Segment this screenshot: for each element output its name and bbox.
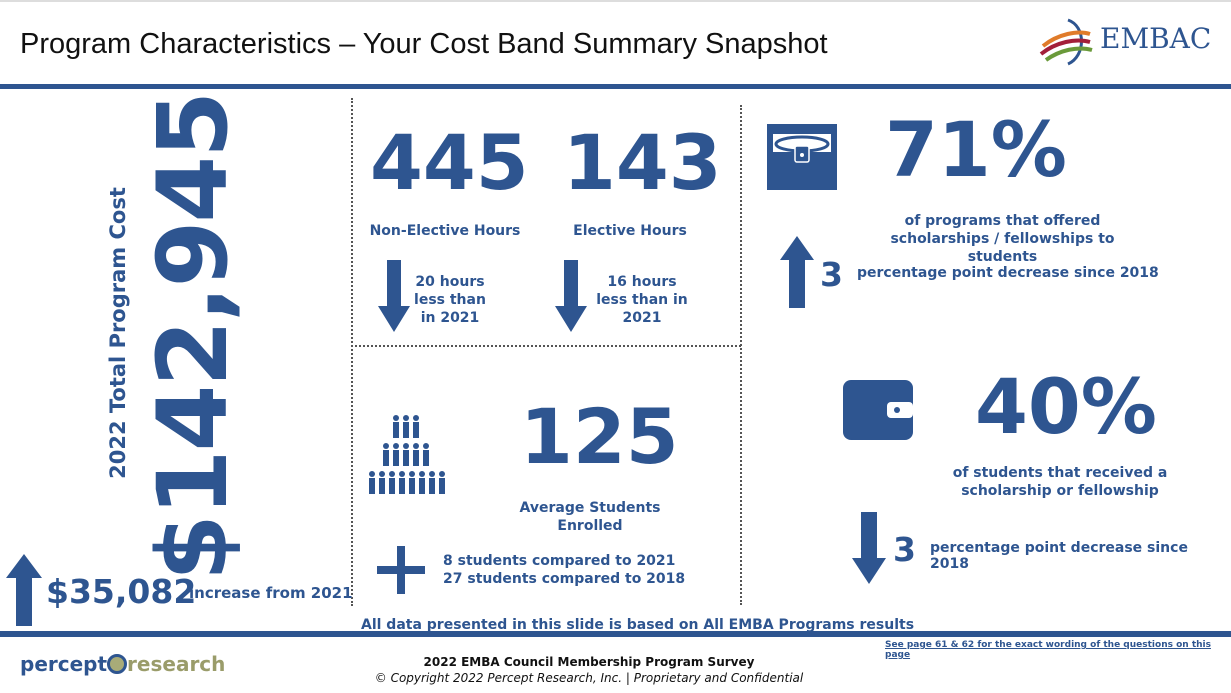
arrow-down-icon [555,260,587,332]
students-change-2021: 8 students compared to 2021 [443,553,676,569]
embac-logo-text: EMBAC [1100,22,1212,55]
copyright: © Copyright 2022 Percept Research, Inc. … [374,671,804,685]
questions-wording-link[interactable]: See page 61 & 62 for the exact wording o… [885,640,1211,660]
people-pyramid-icon [369,415,445,494]
embac-logo: EMBAC [1038,16,1213,66]
plus-icon [377,546,425,594]
total-cost-value: $142,945 [137,92,249,582]
non-elective-hours-value: 445 [370,118,529,207]
elective-hours-value: 143 [563,118,722,207]
logo-circle-icon [107,654,128,674]
elective-hours-change: 16 hours less than in 2021 [596,274,688,326]
non-elective-hours-label: Non-Elective Hours [369,223,521,239]
scholarship-programs-value: 71% [885,105,1067,194]
percept-research-logo: percept research [20,652,225,676]
scholarship-students-change-text: percentage point decrease since 2018 [930,540,1188,572]
arrow-down-icon [378,260,410,332]
students-value: 125 [520,392,679,481]
scholarship-programs-change-value: 3 [820,255,843,294]
data-note: All data presented in this slide is base… [361,617,915,633]
survey-title: 2022 EMBA Council Membership Program Sur… [423,655,755,669]
treasure-chest-icon [767,124,837,190]
arrow-down-icon [852,512,886,584]
arrow-up-icon [6,554,42,626]
embac-swoosh-icon [1039,18,1093,66]
header [0,0,1231,84]
elective-hours-label: Elective Hours [573,223,687,239]
arrow-up-icon [780,236,814,308]
total-cost-label: 2022 Total Program Cost [106,187,130,479]
scholarship-programs-change-text: percentage point decrease since 2018 [857,265,1159,281]
logo-text-percept: percept [20,652,108,676]
students-change-2018: 27 students compared to 2018 [443,571,686,587]
header-rule [0,84,1231,89]
scholarship-students-label: of students that received a scholarship … [952,465,1168,499]
scholarship-students-change-value: 3 [893,530,916,569]
scholarship-students-value: 40% [975,362,1157,451]
cost-change-text: increase from 2021 [189,584,353,602]
non-elective-hours-change: 20 hours less than in 2021 [414,274,486,326]
cost-change-value: $35,082 [46,572,197,611]
wallet-icon [843,380,913,440]
divider [351,345,741,347]
scholarship-programs-label: of programs that offered scholarships / … [890,213,1115,265]
divider [740,105,742,605]
students-label: Average Students Enrolled [519,500,661,534]
logo-text-research: research [127,652,226,676]
divider [351,98,353,606]
page-title: Program Characteristics – Your Cost Band… [20,28,828,60]
footer-rule [0,631,1231,637]
